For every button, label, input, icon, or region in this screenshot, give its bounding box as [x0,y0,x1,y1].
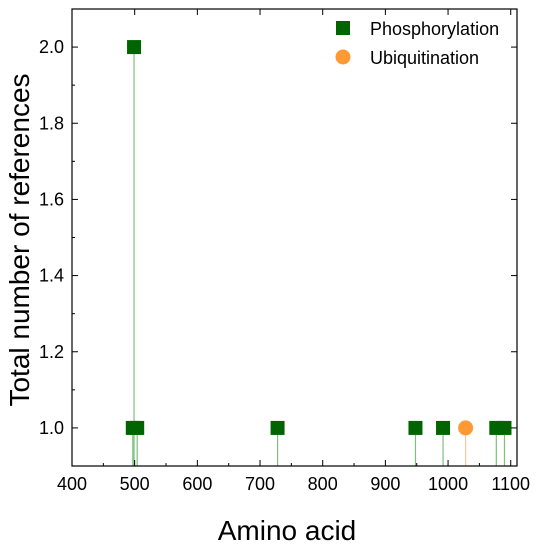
y-tick-label: 1.2 [39,342,64,362]
data-point-phosphorylation [436,420,451,435]
data-point-phosphorylation [127,40,142,55]
x-tick-label: 700 [245,474,275,494]
x-tick-label: 1000 [428,474,468,494]
data-point-phosphorylation [270,420,285,435]
legend: Phosphorylation Ubiquitination [335,19,499,68]
legend-marker-square [336,21,350,35]
y-tick-label: 2.0 [39,37,64,57]
y-tick-label: 1.8 [39,113,64,133]
x-tick-label: 500 [120,474,150,494]
data-point-phosphorylation [497,420,512,435]
x-tick-label: 800 [308,474,338,494]
x-axis-title: Amino acid [218,515,357,546]
legend-marker-circle [335,49,351,65]
x-tick-label: 1100 [491,474,530,494]
y-tick-label: 1.6 [39,189,64,209]
data-point-phosphorylation [130,420,145,435]
legend-label: Phosphorylation [370,19,499,39]
y-tick-label: 1.0 [39,418,64,438]
y-axis-title: Total number of references [4,73,35,406]
plot-frame [71,8,518,467]
axes: 400 500 600 700 800 900 1000 1100 1.0 1.2 1.4 1.6 1.… [39,8,530,494]
x-tick-label: 400 [57,474,87,494]
data-point-ubiquitination [458,420,474,436]
plot-area [125,40,512,466]
x-tick-label: 600 [182,474,212,494]
data-point-phosphorylation [408,420,423,435]
x-tick-label: 900 [370,474,400,494]
legend-label: Ubiquitination [370,48,479,68]
y-tick-label: 1.4 [39,266,64,286]
